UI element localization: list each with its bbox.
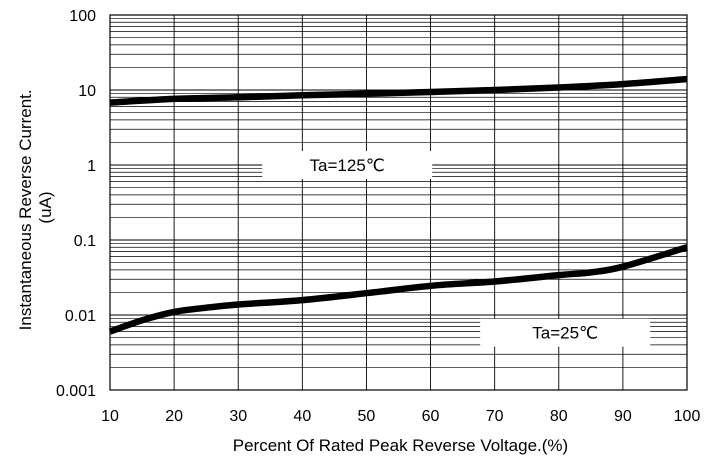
x-tick-labels: 10 20 30 40 50 60 70 80 90 100 bbox=[101, 408, 700, 425]
curves bbox=[108, 75, 688, 335]
y-tick-label: 1 bbox=[87, 158, 96, 175]
y-axis-title: Instantaneous Reverse Current. (uA) bbox=[16, 85, 55, 331]
y-tick-labels: 0.001 0.01 0.1 1 10 100 bbox=[56, 8, 96, 400]
annotation-box-0 bbox=[262, 151, 433, 179]
x-tick-label: 70 bbox=[486, 408, 504, 425]
series-line-0 bbox=[109, 75, 688, 106]
x-tick-label: 80 bbox=[550, 408, 568, 425]
y-tick-label: 0.1 bbox=[74, 233, 96, 250]
y-axis-title-line-1: Instantaneous Reverse Current. bbox=[16, 89, 35, 330]
x-axis-title: Percent Of Rated Peak Reverse Voltage.(%… bbox=[233, 436, 568, 455]
y-tick-label: 100 bbox=[69, 8, 96, 25]
x-tick-label: 50 bbox=[358, 408, 376, 425]
x-tick-label: 100 bbox=[674, 408, 701, 425]
y-axis-title-line-2: (uA) bbox=[36, 191, 55, 223]
series-line-1 bbox=[108, 244, 688, 335]
x-tick-label: 40 bbox=[293, 408, 311, 425]
y-tick-label: 0.001 bbox=[56, 383, 96, 400]
x-tick-label: 90 bbox=[614, 408, 632, 425]
annotation-box-1 bbox=[480, 318, 651, 347]
x-tick-label: 10 bbox=[101, 408, 119, 425]
annotation-label-1: Ta=25℃ bbox=[532, 324, 598, 343]
x-tick-label: 30 bbox=[229, 408, 247, 425]
y-tick-label: 10 bbox=[78, 83, 96, 100]
annotation-label-0: Ta=125℃ bbox=[310, 156, 385, 175]
y-tick-label: 0.01 bbox=[65, 308, 96, 325]
x-tick-label: 20 bbox=[165, 408, 183, 425]
annotation-labels: Ta=125℃ Ta=25℃ bbox=[262, 151, 651, 347]
plot-frame bbox=[109, 14, 688, 391]
x-tick-label: 60 bbox=[422, 408, 440, 425]
